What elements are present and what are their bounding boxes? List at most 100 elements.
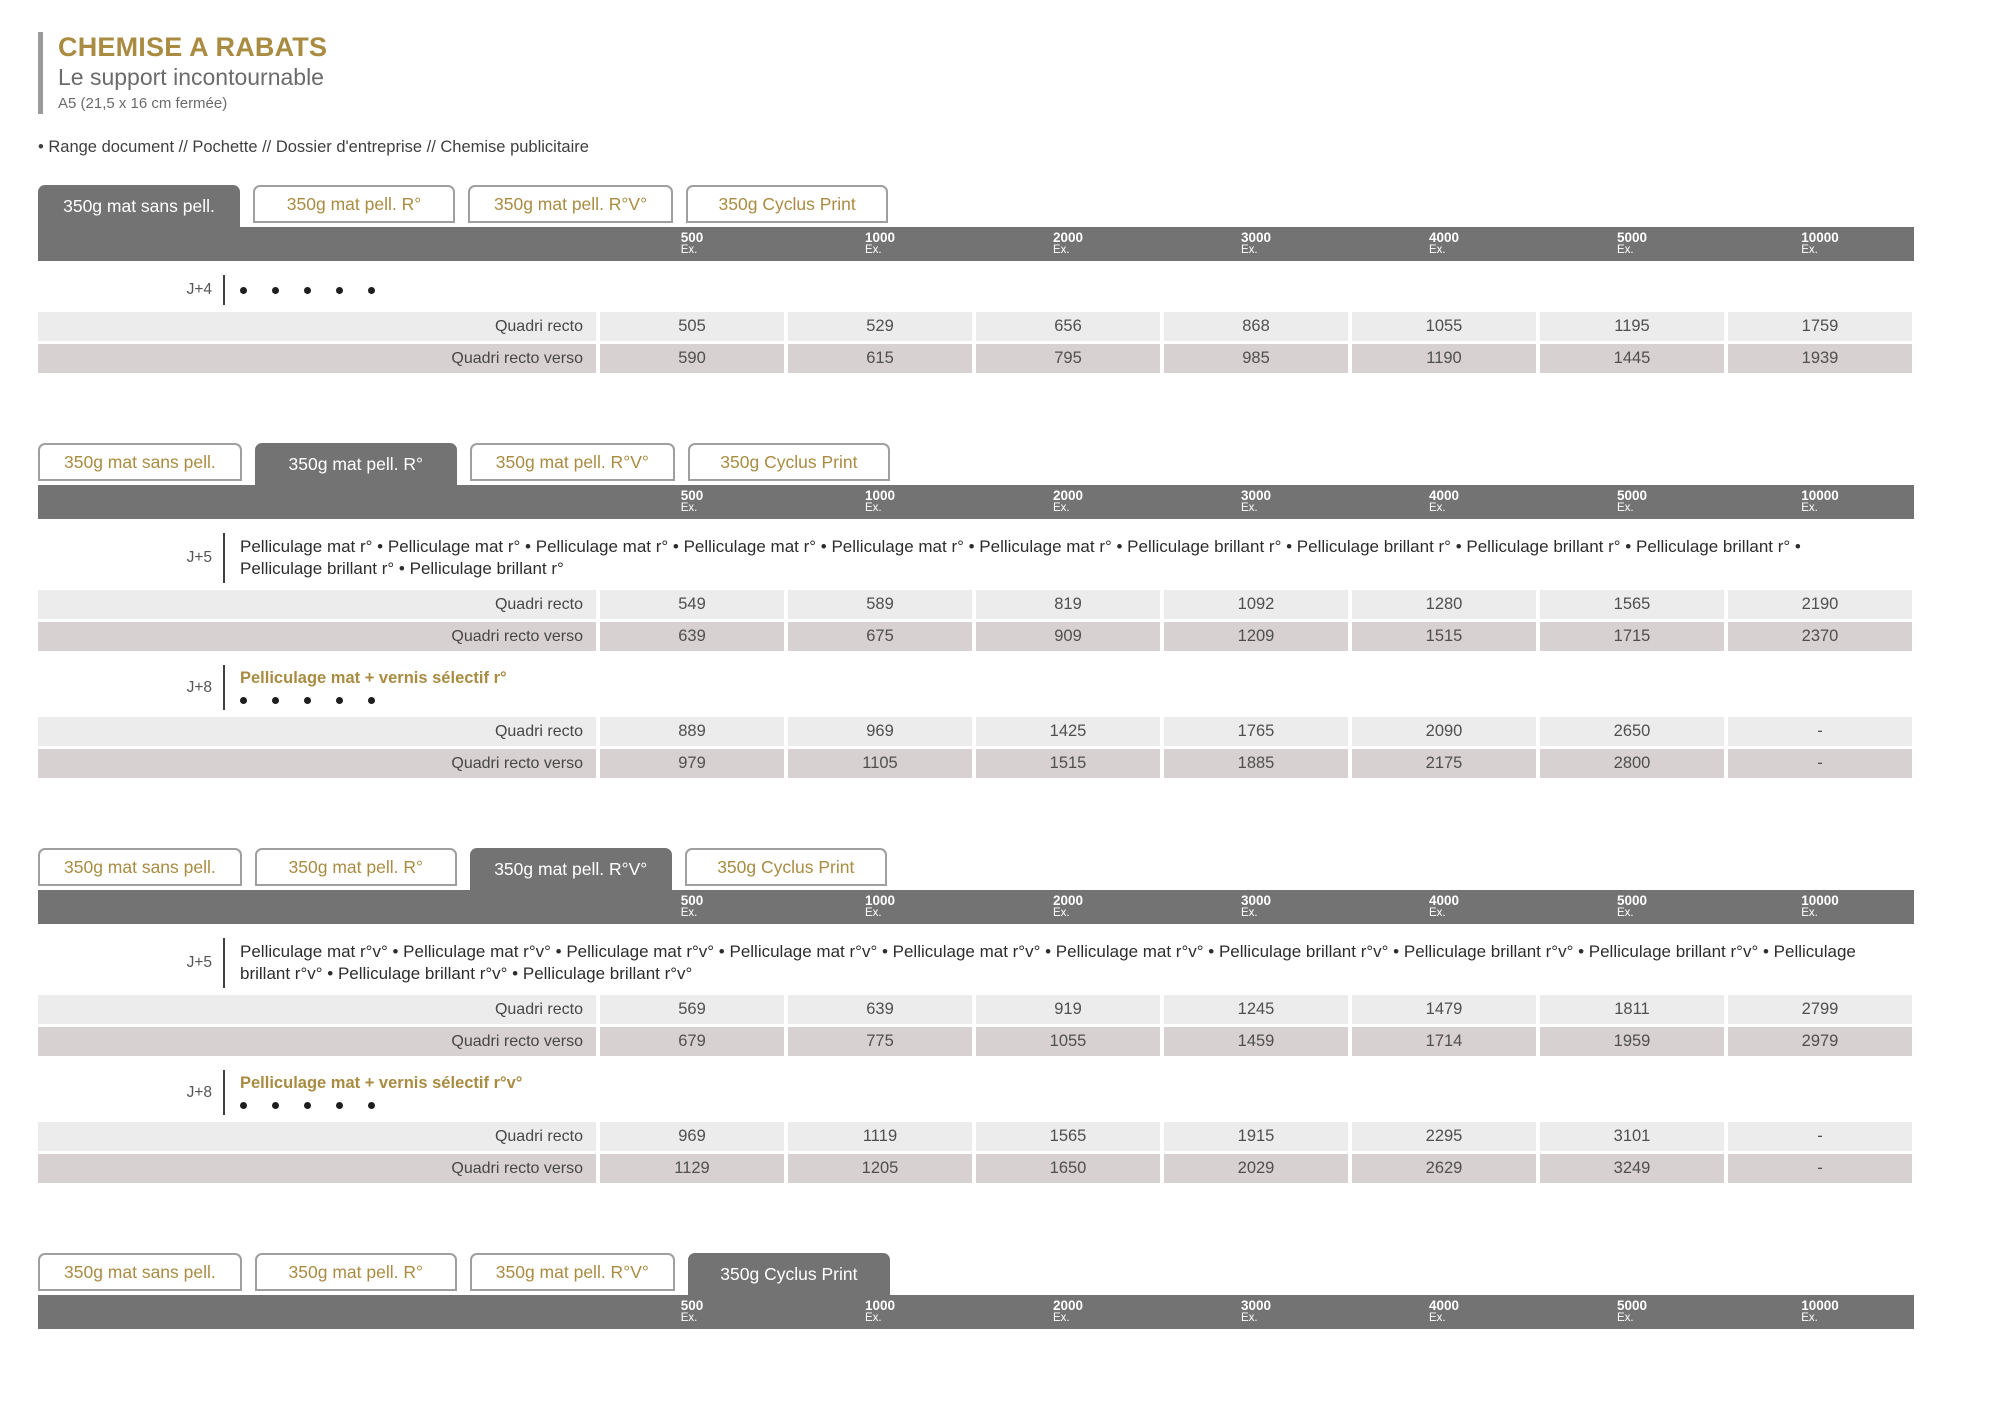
bullet-dot [336,696,343,704]
quantity-label: 10000 Ex. [1801,894,1839,920]
price-row-quadri-recto: Quadri recto 549 589 819 1092 1280 1565 2190 [38,590,1914,619]
quantity-unit: Ex. [1616,502,1634,514]
quantity-value: 5000 [1616,230,1648,245]
price-cell: 2175 [1352,749,1536,778]
price-cell: - [1728,1122,1912,1151]
price-cell: 1479 [1352,995,1536,1024]
quantity-label: 4000 Ex. [1429,894,1459,920]
price-cell: 1939 [1728,344,1912,373]
price-cell: 868 [1164,312,1348,341]
quantity-label: 500 Ex. [681,231,704,257]
quantity-value: 2000 [1052,1298,1084,1313]
tab-350g-mat-pell-r-v[interactable]: 350g mat pell. R°V° [468,185,674,223]
quantity-label: 5000 Ex. [1617,894,1647,920]
quantity-header-cell: 4000 Ex. [1352,890,1536,924]
quantity-value: 1000 [864,893,896,908]
tab-350g-mat-pell-r[interactable]: 350g mat pell. R° [254,848,457,886]
quantity-label: 5000 Ex. [1617,489,1647,515]
price-cell: 1765 [1164,717,1348,746]
bullet-dot [272,286,279,294]
price-cell: 1055 [976,1027,1160,1056]
price-cell: 969 [788,717,972,746]
price-cell: 2979 [1728,1027,1912,1056]
paper-tabs: 350g mat sans pell. 350g mat pell. R° 350g… [38,848,1914,890]
quantity-unit: Ex. [1428,907,1446,919]
quantity-header-cell: 10000 Ex. [1728,1295,1912,1329]
delay-block-j-4: J+4 [38,275,1914,305]
tab-350g-mat-pell-r-v[interactable]: 350g mat pell. R°V° [469,1253,675,1291]
quantity-value: 500 [680,893,704,908]
quantity-value: 5000 [1616,1298,1648,1313]
quantity-unit: Ex. [864,502,882,514]
quantity-label: 10000 Ex. [1801,231,1839,257]
quantity-header-bar: 500 Ex. 1000 Ex. 2000 Ex. 3000 Ex. 4000 Ex. 5000 Ex… [38,1295,1914,1329]
price-row-quadri-recto-verso: Quadri recto verso 590 615 795 985 1190 1445 19… [38,344,1914,373]
quantity-unit: Ex. [1801,1312,1818,1324]
quantity-header-cell: 2000 Ex. [976,890,1160,924]
quantity-unit: Ex. [1801,907,1818,919]
quantity-value: 500 [680,1298,704,1313]
quantity-unit: Ex. [680,1312,698,1324]
price-cell: 1280 [1352,590,1536,619]
delay-block-j-8: J+8 Pelliculage mat + vernis sélectif r°v… [38,1070,1914,1115]
tab-350g-cyclus-print[interactable]: 350g Cyclus Print [684,848,887,886]
price-cell: 1515 [1352,622,1536,651]
tab-350g-cyclus-print[interactable]: 350g Cyclus Print [686,185,889,223]
delay-label: J+8 [186,1083,212,1101]
price-cell: 2799 [1728,995,1912,1024]
tab-350g-mat-sans-pell[interactable]: 350g mat sans pell. [38,443,242,481]
price-cell: 1714 [1352,1027,1536,1056]
tab-350g-mat-sans-pell[interactable]: 350g mat sans pell. [38,185,240,227]
paper-tabs: 350g mat sans pell. 350g mat pell. R° 350g… [38,443,1914,485]
delay-label: J+5 [186,954,212,971]
page-title: CHEMISE A RABATS [58,32,328,62]
page-subtitle: Le support incontournable [58,64,324,90]
quantity-header-cell: 3000 Ex. [1164,1295,1348,1329]
quantity-label: 2000 Ex. [1053,1299,1083,1325]
price-cell: 1245 [1164,995,1348,1024]
quantity-label: 10000 Ex. [1801,489,1839,515]
price-row-quadri-recto-verso: Quadri recto verso 1129 1205 1650 2029 2629 32… [38,1154,1914,1183]
quantity-value: 10000 [1801,230,1839,245]
price-cell: 1055 [1352,312,1536,341]
quantity-header-cell: 1000 Ex. [788,1295,972,1329]
tab-350g-cyclus-print[interactable]: 350g Cyclus Print [687,443,890,481]
price-cell: 1565 [1540,590,1724,619]
tab-350g-mat-pell-r[interactable]: 350g mat pell. R° [253,185,455,223]
price-cell: 1425 [976,717,1160,746]
bullet-dots [240,1098,1914,1112]
quantity-label: 5000 Ex. [1617,231,1647,257]
tab-350g-mat-pell-r-v[interactable]: 350g mat pell. R°V° [469,443,675,481]
quantity-value: 10000 [1801,893,1839,908]
quantity-unit: Ex. [1428,244,1446,256]
delay-body: Pelliculage mat + vernis sélectif r° [223,665,1914,710]
tab-350g-cyclus-print[interactable]: 350g Cyclus Print [687,1253,890,1295]
tab-350g-mat-sans-pell[interactable]: 350g mat sans pell. [38,848,242,886]
tab-350g-mat-pell-r-v[interactable]: 350g mat pell. R°V° [469,848,672,890]
price-cell: - [1728,1154,1912,1183]
price-row-label: Quadri recto verso [38,344,596,373]
price-cell: 2370 [1728,622,1912,651]
price-cell: 529 [788,312,972,341]
price-cell: 909 [976,622,1160,651]
bullet-dot [336,1101,343,1109]
quantity-value: 10000 [1801,488,1839,503]
quantity-label: 500 Ex. [681,894,704,920]
bullet-dot [240,696,247,704]
quantity-value: 5000 [1616,488,1648,503]
tab-350g-mat-pell-r[interactable]: 350g mat pell. R° [254,443,457,485]
tab-350g-mat-pell-r[interactable]: 350g mat pell. R° [254,1253,457,1291]
price-cell: 919 [976,995,1160,1024]
price-cell: 2295 [1352,1122,1536,1151]
quantity-value: 4000 [1428,488,1460,503]
bullet-dot [272,696,279,704]
quantity-label: 2000 Ex. [1053,489,1083,515]
quantity-header-cell: 10000 Ex. [1728,227,1912,261]
tab-350g-mat-sans-pell[interactable]: 350g mat sans pell. [38,1253,242,1291]
quantity-header-cell: 1000 Ex. [788,485,972,519]
delay-label: J+4 [186,281,212,298]
quantity-header-cell: 2000 Ex. [976,227,1160,261]
quantity-label: 10000 Ex. [1801,1299,1839,1325]
bullet-dot [240,286,247,294]
price-row-label: Quadri recto verso [38,1027,596,1056]
